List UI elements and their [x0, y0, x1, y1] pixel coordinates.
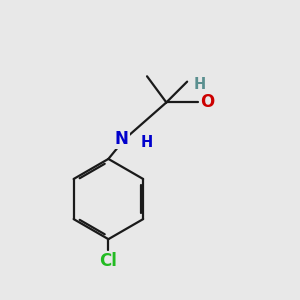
- Text: O: O: [200, 93, 214, 111]
- Text: H: H: [141, 135, 153, 150]
- Text: N: N: [115, 130, 129, 148]
- Text: Cl: Cl: [100, 252, 117, 270]
- Text: H: H: [194, 77, 206, 92]
